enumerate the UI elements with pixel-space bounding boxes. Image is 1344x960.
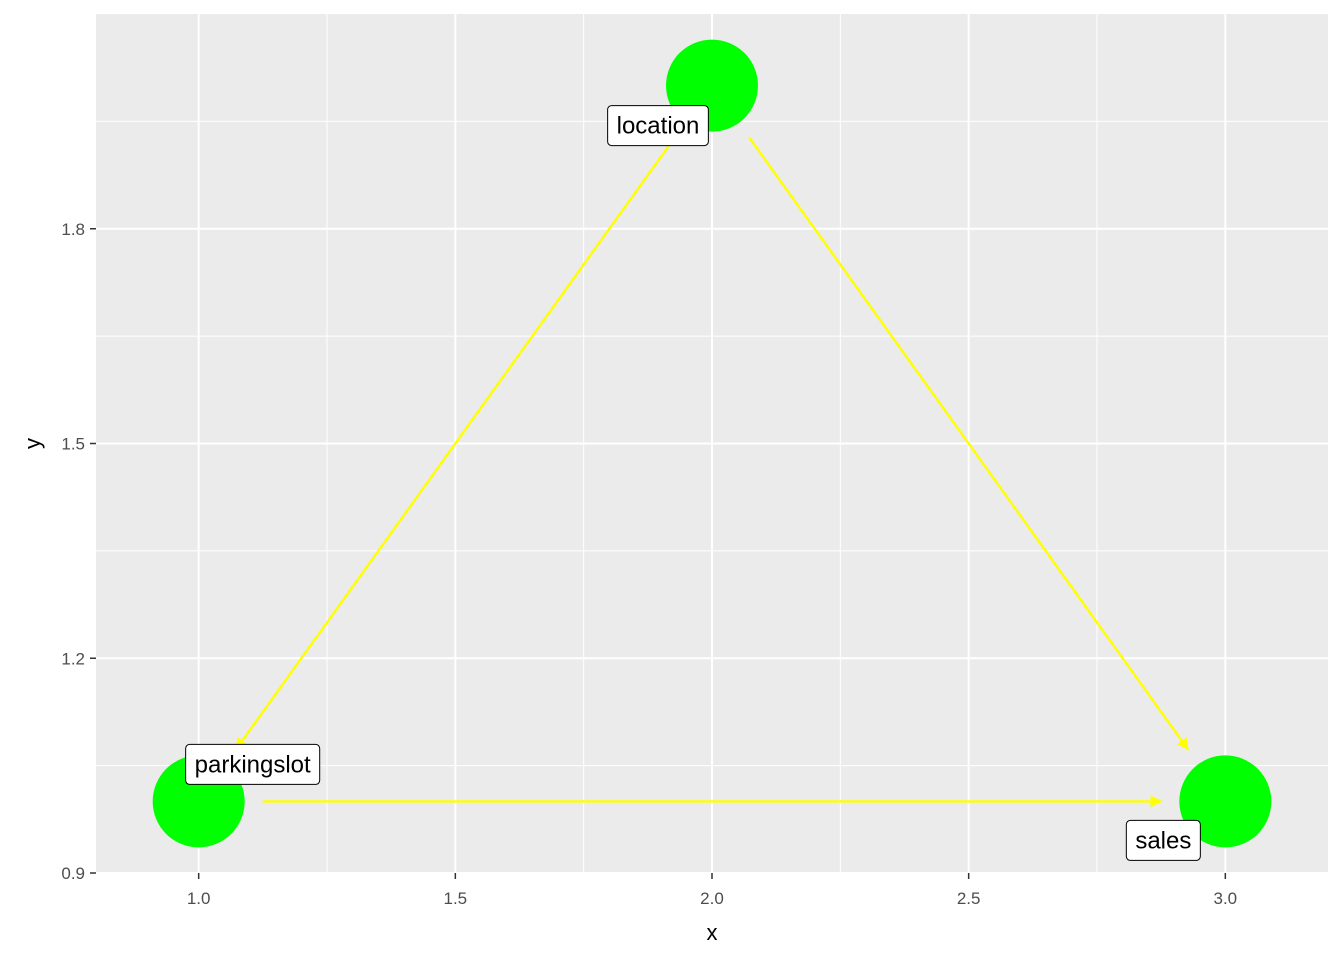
edge-location-to-parkingslot: [234, 136, 676, 751]
y-tick-label: 1.5: [61, 435, 85, 454]
node-labels: location parkingslot sales: [185, 105, 1201, 861]
label-sales: sales: [1125, 819, 1201, 861]
x-tick-label: 2.0: [700, 889, 724, 908]
y-tick-label: 1.2: [61, 649, 85, 668]
axes: 1.0 1.5 2.0 2.5 3.0 0.9 1.2 1.5 1.8: [61, 220, 1237, 908]
label-location: location: [607, 105, 709, 147]
label-text: location: [617, 113, 700, 140]
label-text: sales: [1135, 827, 1191, 854]
x-tick-label: 2.5: [957, 889, 981, 908]
x-axis-title: x: [707, 920, 718, 945]
node-sales: [1179, 755, 1272, 848]
label-box: [1125, 819, 1201, 861]
label-text: parkingslot: [195, 751, 311, 778]
label-box: [607, 105, 709, 147]
x-tick-label: 1.0: [187, 889, 211, 908]
label-box: [185, 743, 321, 785]
y-axis-title: y: [20, 438, 45, 449]
y-tick-label: 0.9: [61, 864, 85, 883]
edges: [234, 136, 1190, 808]
y-tick-label: 1.8: [61, 220, 85, 239]
edge-location-to-sales: [748, 136, 1190, 751]
label-parkingslot: parkingslot: [185, 743, 321, 785]
x-tick-label: 1.5: [444, 889, 468, 908]
x-tick-label: 3.0: [1214, 889, 1238, 908]
